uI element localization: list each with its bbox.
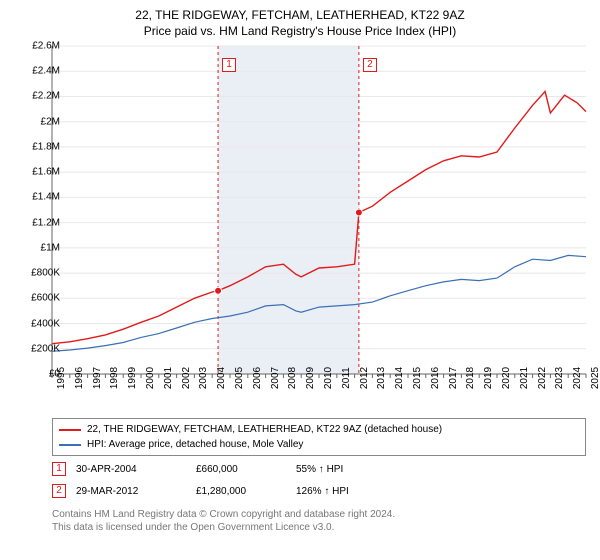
y-tick-label: £1M [12, 242, 60, 253]
x-tick-label: 2012 [359, 367, 370, 389]
x-tick-label: 1996 [74, 367, 85, 389]
x-tick-label: 2025 [590, 367, 600, 389]
y-tick-label: £200K [12, 343, 60, 354]
x-tick-label: 2001 [163, 367, 174, 389]
x-tick-label: 2021 [519, 367, 530, 389]
chart-subtitle: Price paid vs. HM Land Registry's House … [0, 24, 600, 40]
x-tick-label: 2014 [394, 367, 405, 389]
x-tick-label: 2000 [145, 367, 156, 389]
y-tick-label: £600K [12, 293, 60, 304]
x-tick-label: 2010 [323, 367, 334, 389]
title-block: 22, THE RIDGEWAY, FETCHAM, LEATHERHEAD, … [0, 0, 600, 39]
footer-line1: Contains HM Land Registry data © Crown c… [52, 508, 586, 521]
x-tick-label: 2013 [376, 367, 387, 389]
x-tick-label: 2023 [554, 367, 565, 389]
x-tick-label: 2017 [448, 367, 459, 389]
x-tick-label: 2024 [572, 367, 583, 389]
y-tick-label: £2.6M [12, 41, 60, 52]
y-tick-label: £2M [12, 116, 60, 127]
event-marker-box: 2 [52, 484, 66, 498]
chart-container: 22, THE RIDGEWAY, FETCHAM, LEATHERHEAD, … [0, 0, 600, 560]
x-tick-label: 2008 [287, 367, 298, 389]
x-tick-label: 2007 [270, 367, 281, 389]
y-tick-label: £800K [12, 268, 60, 279]
x-tick-label: 2006 [252, 367, 263, 389]
plot-area [52, 46, 586, 374]
legend-swatch [59, 444, 81, 446]
y-tick-label: £1.6M [12, 167, 60, 178]
event-price: £1,280,000 [196, 486, 296, 497]
x-tick-label: 2002 [181, 367, 192, 389]
event-marker-1: 1 [222, 58, 236, 72]
event-delta: 126% ↑ HPI [296, 486, 476, 497]
x-tick-label: 2004 [216, 367, 227, 389]
x-tick-label: 2018 [465, 367, 476, 389]
legend-label: 22, THE RIDGEWAY, FETCHAM, LEATHERHEAD, … [87, 424, 442, 435]
x-tick-label: 2005 [234, 367, 245, 389]
x-tick-label: 1995 [56, 367, 67, 389]
footer: Contains HM Land Registry data © Crown c… [52, 508, 586, 534]
x-tick-label: 2022 [537, 367, 548, 389]
legend: 22, THE RIDGEWAY, FETCHAM, LEATHERHEAD, … [52, 418, 586, 456]
x-tick-label: 1999 [127, 367, 138, 389]
event-marker-box: 1 [52, 462, 66, 476]
chart-title: 22, THE RIDGEWAY, FETCHAM, LEATHERHEAD, … [0, 8, 600, 24]
legend-item: HPI: Average price, detached house, Mole… [59, 437, 579, 452]
event-delta: 55% ↑ HPI [296, 464, 476, 475]
event-date: 29-MAR-2012 [76, 486, 196, 497]
y-tick-label: £2.4M [12, 66, 60, 77]
x-tick-label: 2011 [341, 367, 352, 389]
y-tick-label: £1.8M [12, 141, 60, 152]
events-table: 1 30-APR-2004£660,00055% ↑ HPI 2 29-MAR-201… [52, 458, 586, 502]
legend-item: 22, THE RIDGEWAY, FETCHAM, LEATHERHEAD, … [59, 422, 579, 437]
x-tick-label: 2003 [198, 367, 209, 389]
legend-label: HPI: Average price, detached house, Mole… [87, 439, 303, 450]
event-row: 1 30-APR-2004£660,00055% ↑ HPI [52, 458, 586, 480]
footer-line2: This data is licensed under the Open Gov… [52, 521, 586, 534]
x-tick-label: 2009 [305, 367, 316, 389]
x-tick-label: 2016 [430, 367, 441, 389]
x-tick-label: 2019 [483, 367, 494, 389]
y-tick-label: £400K [12, 318, 60, 329]
event-row: 2 29-MAR-2012£1,280,000126% ↑ HPI [52, 480, 586, 502]
y-tick-label: £2.2M [12, 91, 60, 102]
legend-swatch [59, 429, 81, 431]
x-tick-label: 2015 [412, 367, 423, 389]
event-price: £660,000 [196, 464, 296, 475]
event-date: 30-APR-2004 [76, 464, 196, 475]
event-marker-2: 2 [363, 58, 377, 72]
y-tick-label: £0 [12, 369, 60, 380]
plot-svg [52, 46, 586, 374]
x-tick-label: 1998 [109, 367, 120, 389]
x-tick-label: 2020 [501, 367, 512, 389]
y-tick-label: £1.2M [12, 217, 60, 228]
y-tick-label: £1.4M [12, 192, 60, 203]
x-tick-label: 1997 [92, 367, 103, 389]
